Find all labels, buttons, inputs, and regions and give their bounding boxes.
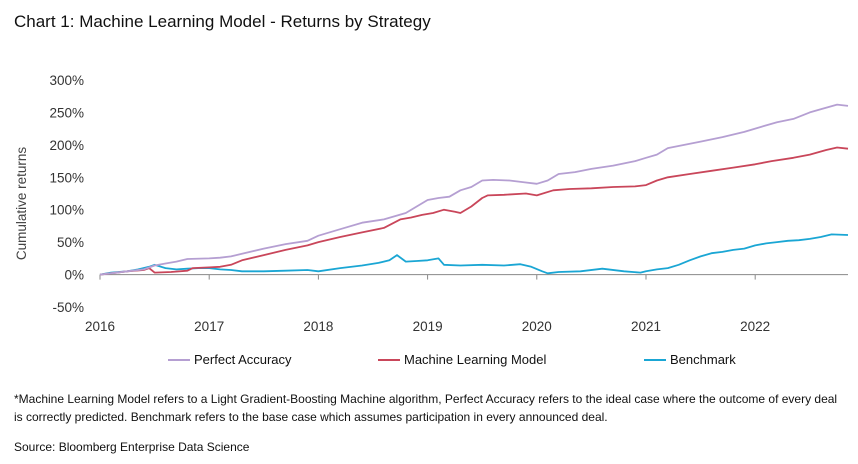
series-line-machine-learning-model [99,146,849,276]
y-tick-label: 100% [49,203,84,218]
x-tick-label: 2021 [631,319,661,334]
y-axis: -50% 0% 50% 100% 150% 200% 250% 300% [49,73,84,315]
y-tick-label: 300% [49,73,84,88]
legend-label: Machine Learning Model [404,352,547,367]
series-line-perfect-accuracy [99,103,849,276]
series-lines [99,103,849,276]
line-chart: -50%0%50%100%150%200%250%300% 2016 2017 20… [14,73,849,334]
x-axis: 2016 2017 2018 2019 2020 2021 2022 [85,274,848,334]
legend-item-benchmark: Benchmark [644,352,736,367]
legend-label: Benchmark [670,352,736,367]
y-tick-label: -50% [52,300,84,315]
chart-legend: Perfect Accuracy Machine Learning Model … [0,352,858,372]
x-tick-label: 2022 [740,319,770,334]
legend-swatch [168,358,190,361]
x-tick-label: 2016 [85,319,115,334]
y-tick-label: 250% [49,105,84,120]
x-tick-label: 2020 [522,319,552,334]
y-tick-label: 150% [49,170,84,185]
y-tick-label: 50% [57,235,84,250]
legend-swatch [644,358,666,361]
x-tick-label: 2018 [303,319,333,334]
y-tick-label: 200% [49,138,84,153]
legend-item-machine-learning-model: Machine Learning Model [378,352,546,367]
chart-title: Chart 1: Machine Learning Model - Return… [14,12,431,31]
series-line-benchmark [99,233,849,276]
chart-footnote: *Machine Learning Model refers to a Ligh… [14,392,838,424]
x-tick-label: 2017 [194,319,224,334]
chart-source: Source: Bloomberg Enterprise Data Scienc… [14,440,250,454]
legend-label: Perfect Accuracy [194,352,292,367]
x-tick-label: 2019 [413,319,443,334]
y-tick-label: 0% [64,268,84,283]
y-axis-label: Cumulative returns [14,147,29,261]
legend-item-perfect-accuracy: Perfect Accuracy [168,352,292,367]
legend-swatch [378,358,400,361]
